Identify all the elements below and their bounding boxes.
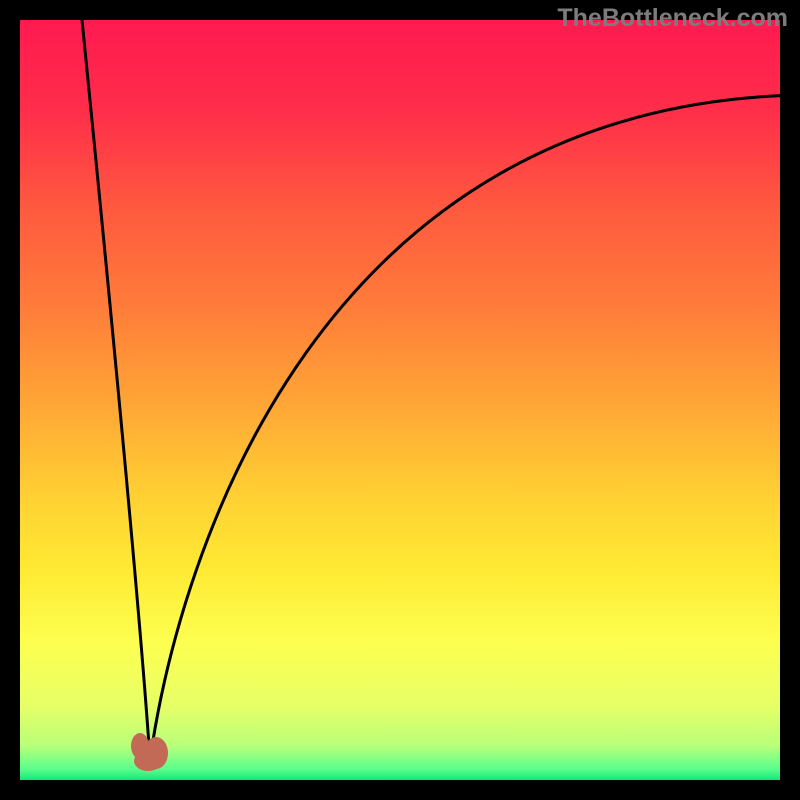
plot-area	[20, 20, 780, 780]
heat-gradient	[20, 20, 780, 780]
